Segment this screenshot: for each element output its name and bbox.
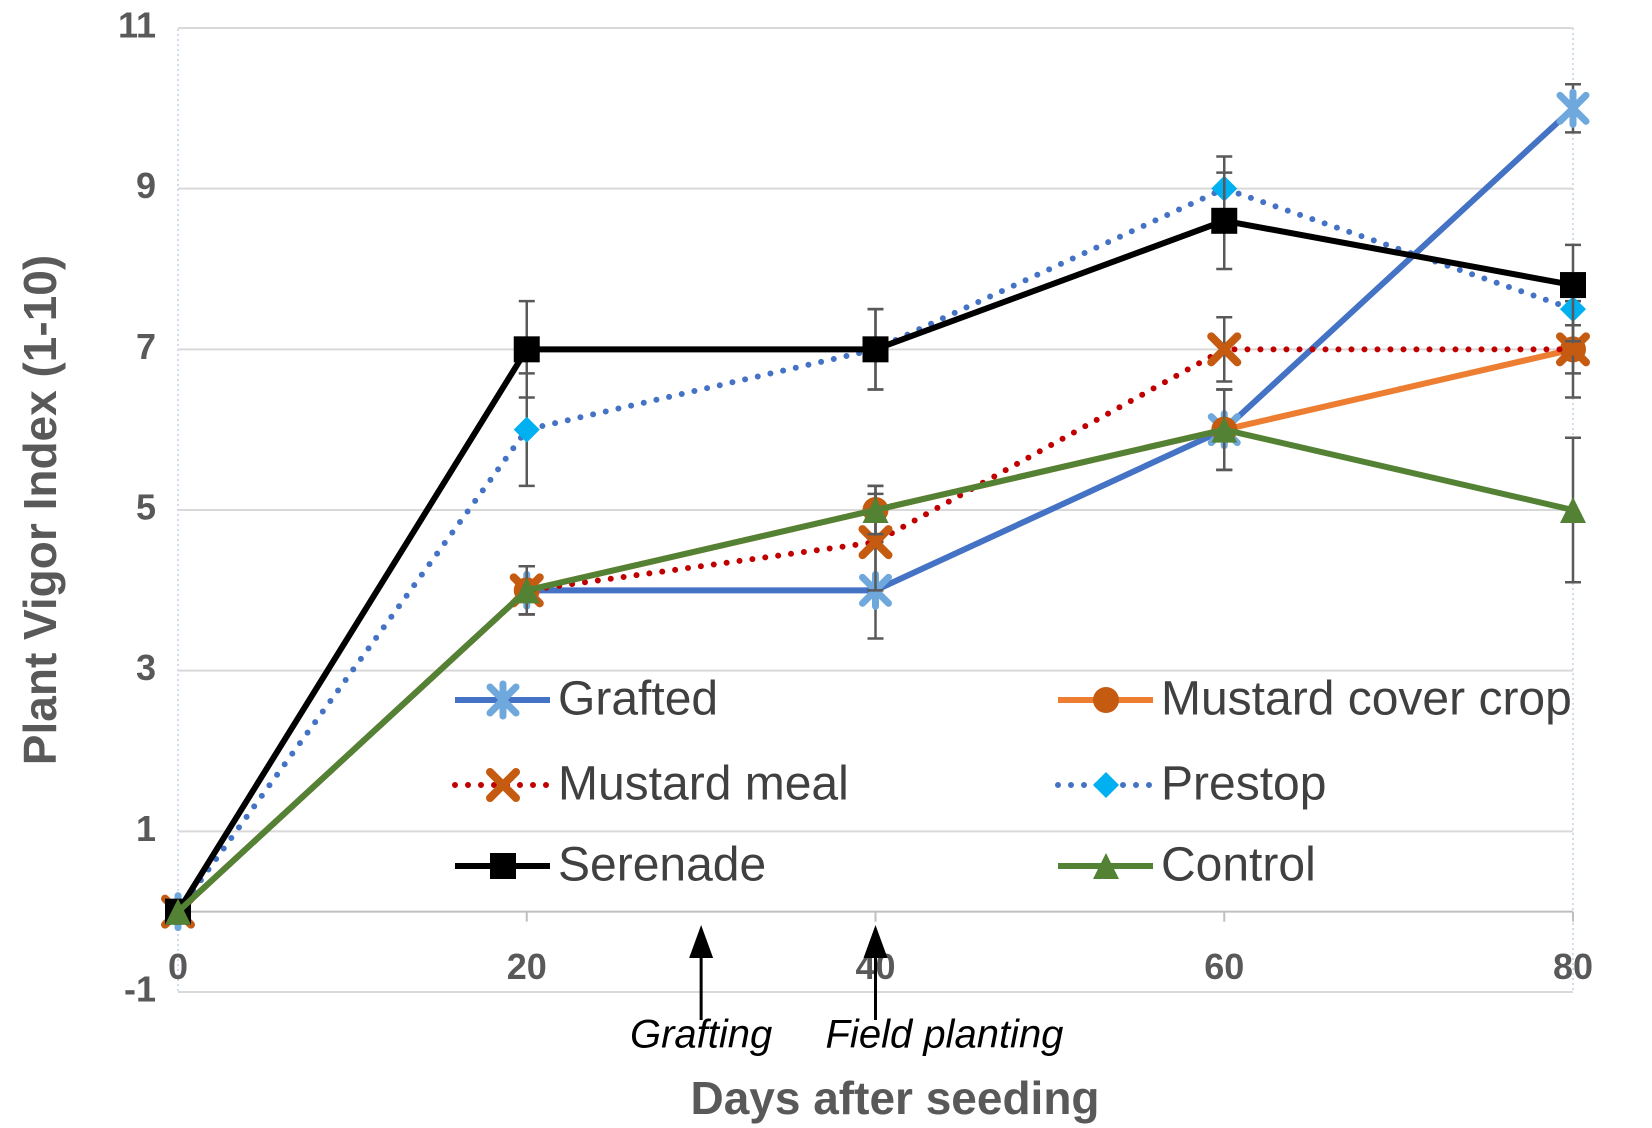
marker xyxy=(486,768,520,802)
legend-text: Mustard meal xyxy=(558,758,849,811)
marker xyxy=(1093,687,1119,713)
y-tick-label: 3 xyxy=(136,647,156,688)
marker xyxy=(1211,416,1238,443)
marker xyxy=(513,577,540,604)
marker xyxy=(858,525,893,560)
x-tick-label: 0 xyxy=(168,946,188,987)
marker xyxy=(862,497,889,523)
series xyxy=(165,388,1586,925)
marker xyxy=(1093,772,1119,798)
legend-text: Control xyxy=(1161,839,1316,892)
legend-text: Prestop xyxy=(1161,758,1326,811)
marker xyxy=(1207,332,1242,367)
series-line xyxy=(175,346,1576,915)
marker xyxy=(513,336,540,363)
marker xyxy=(1560,497,1586,523)
x-axis-title: Days after seeding xyxy=(690,1072,1099,1124)
marker xyxy=(1556,332,1590,367)
y-tick-label: 7 xyxy=(136,326,156,367)
y-tick-label: 11 xyxy=(118,5,156,46)
y-axis-title: Plant Vigor Index (1-10) xyxy=(14,255,66,765)
annotation-arrowhead xyxy=(863,925,888,958)
x-tick-label: 20 xyxy=(507,946,547,987)
marker xyxy=(513,416,540,443)
y-tick-label: -1 xyxy=(124,969,156,1010)
x-tick-label: 80 xyxy=(1553,946,1593,987)
legend-text: Mustard cover crop xyxy=(1161,673,1572,726)
annotation-arrowhead xyxy=(689,925,714,958)
x-tick-label: 60 xyxy=(1204,946,1244,987)
y-tick-label: 1 xyxy=(136,808,156,849)
annotation: Field planting xyxy=(826,1013,1064,1057)
legend-text: Serenade xyxy=(558,839,766,892)
marker xyxy=(165,898,191,925)
annotation: Grafting xyxy=(630,1013,772,1057)
y-tick-label: 5 xyxy=(136,487,156,528)
marker xyxy=(1556,88,1590,128)
marker xyxy=(1560,272,1586,299)
y-tick-label: 9 xyxy=(136,165,156,206)
marker xyxy=(1093,853,1119,879)
marker xyxy=(490,853,516,879)
marker xyxy=(486,680,520,720)
marker xyxy=(862,336,889,363)
marker xyxy=(1211,207,1238,234)
legend-text: Grafted xyxy=(558,673,718,726)
